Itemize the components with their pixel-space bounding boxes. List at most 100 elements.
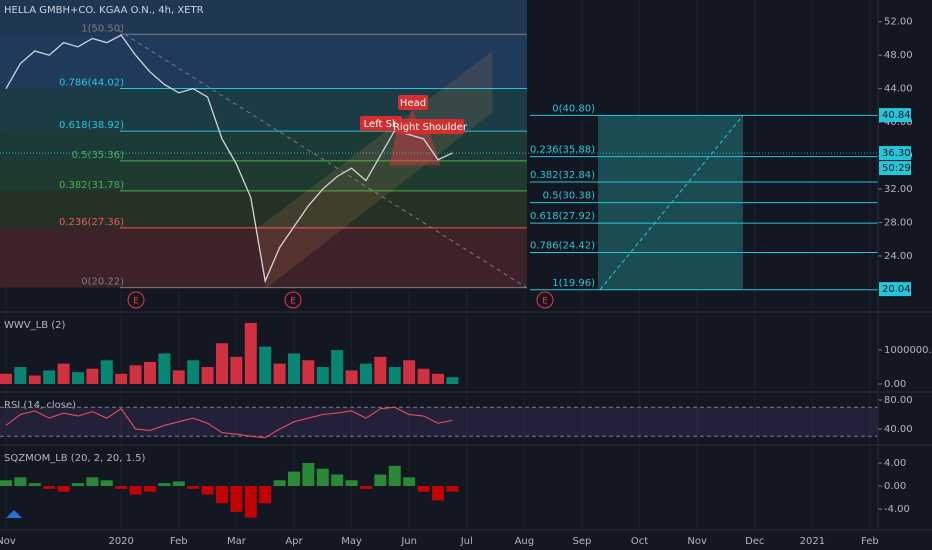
fib-zone (0, 131, 527, 161)
bar (287, 471, 300, 487)
bar (359, 363, 372, 385)
bar (14, 367, 27, 385)
y-tick-label: 1000000.00 (884, 345, 932, 356)
fib-zone (0, 0, 527, 35)
x-tick-label: Sep (573, 536, 592, 547)
price-tag-label: 36.30 (882, 148, 911, 159)
event-label: E (542, 297, 548, 307)
bar (158, 483, 171, 487)
rsi-band (0, 407, 878, 437)
bar (86, 368, 99, 385)
fib-label: 0(20.22) (81, 277, 124, 288)
bar (215, 343, 228, 385)
event-label: E (133, 297, 139, 307)
indicator-line (5, 406, 453, 439)
annotation-text: Left Sh (364, 119, 399, 130)
fib-label: 0.236(27.36) (59, 217, 124, 228)
annotation-text: Right Shoulder (393, 122, 468, 133)
fib-label: 0.382(32.84) (530, 170, 595, 181)
bar (187, 360, 200, 385)
bar (230, 356, 243, 385)
bar (28, 375, 41, 385)
fib-zone (0, 34, 527, 89)
price-tag (879, 146, 911, 161)
bar (14, 477, 27, 487)
bar (0, 373, 12, 385)
bar (129, 486, 142, 495)
bar (302, 360, 315, 385)
x-tick-label: Mar (227, 536, 247, 547)
fib-label: 0.618(38.92) (59, 120, 124, 131)
price-tag (879, 108, 911, 123)
bar (244, 486, 257, 518)
y-tick-label: -4.00 (884, 504, 910, 515)
bar (86, 477, 99, 487)
annotation: Right Shoulder (393, 119, 468, 134)
bar (287, 353, 300, 385)
bar (172, 370, 185, 385)
bar (273, 480, 286, 487)
bar (71, 483, 84, 487)
event-marker (536, 291, 554, 309)
y-tick-label: 40.00 (884, 117, 913, 128)
pane-title: SQZMOM_LB (20, 2, 20, 1.5) (4, 453, 145, 464)
annotation: Left Sh (360, 116, 402, 131)
annotation-text: Head (400, 98, 426, 109)
bar (417, 368, 430, 385)
bar (431, 373, 444, 385)
bar (259, 346, 272, 385)
y-tick-label: 28.00 (884, 217, 913, 228)
bar (57, 363, 70, 385)
price-tag (879, 282, 911, 297)
bar (403, 477, 416, 487)
fib-label: 0.618(27.92) (530, 211, 595, 222)
price-line (5, 34, 453, 284)
fib-zone (0, 160, 527, 191)
y-tick-label: 44.00 (884, 84, 913, 95)
y-tick-label: 32.00 (884, 184, 913, 195)
bar (43, 370, 56, 385)
event-marker (284, 291, 302, 309)
fib-label: 1(50.50) (81, 23, 124, 34)
bar (316, 367, 329, 385)
bar (331, 474, 344, 487)
annotation: Head (398, 95, 428, 110)
x-tick-label: Jul (460, 536, 473, 547)
bar (201, 486, 214, 495)
bar (100, 480, 113, 487)
fib-label: 0.786(24.42) (530, 240, 595, 251)
x-tick-label: Apr (285, 536, 303, 547)
bar (345, 370, 358, 385)
bar (446, 486, 459, 492)
annotation-box (396, 119, 464, 134)
bar (28, 483, 41, 487)
bar (172, 481, 185, 487)
x-tick-label: Aug (515, 536, 535, 547)
fib-zone (0, 227, 527, 288)
price-tag-label: 40.84 (882, 110, 911, 121)
bar (0, 480, 12, 487)
bar (143, 361, 156, 385)
y-tick-label: 48.00 (884, 50, 913, 61)
chart-title: HELLA GMBH+CO. KGAA O.N., 4h, XETR (4, 5, 204, 16)
x-tick-label: May (341, 536, 362, 547)
x-tick-label: Jun (400, 536, 417, 547)
x-tick-label: Oct (631, 536, 648, 547)
pane-title: WWV_LB (2) (4, 320, 65, 331)
event-marker (127, 291, 145, 309)
bar (129, 365, 142, 385)
event-label: E (290, 297, 296, 307)
bar (359, 486, 372, 489)
fib-zone (0, 190, 527, 228)
x-tick-label: Nov (0, 536, 16, 547)
bar (187, 486, 200, 489)
x-tick-label: 2020 (108, 536, 133, 547)
fib-label: 0(40.80) (552, 103, 595, 114)
bar (431, 486, 444, 501)
y-tick-label: 40.00 (884, 424, 913, 435)
fib-label: 0.236(35.88) (530, 145, 595, 156)
bar (388, 367, 401, 385)
bar (100, 360, 113, 385)
x-tick-label: Dec (745, 536, 764, 547)
